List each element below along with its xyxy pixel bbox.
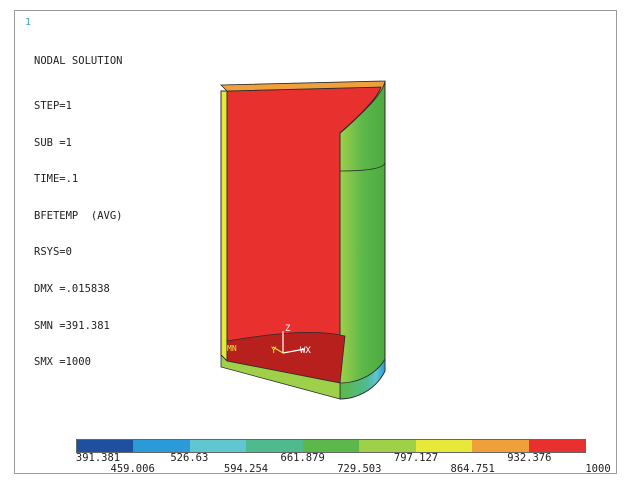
info-rsys: RSYS=0 [34, 246, 72, 259]
legend-swatch [528, 440, 585, 452]
info-smx: SMX =1000 [34, 356, 91, 369]
outer-shell-surface [339, 80, 386, 400]
info-item: BFETEMP (AVG) [34, 209, 123, 222]
legend-swatch [133, 440, 190, 452]
legend-tick-bottom: 1000 [585, 463, 611, 475]
legend-tick-bottom: 594.254 [223, 463, 269, 475]
legend-tick-top: 391.381 [75, 452, 121, 464]
legend-swatch [246, 440, 303, 452]
info-sub: SUB =1 [34, 136, 72, 149]
section-wall-left [220, 90, 228, 363]
triad-y-label: Y [271, 346, 277, 356]
legend-swatch [302, 440, 360, 452]
legend-swatch [189, 440, 247, 452]
contour-model-view[interactable]: Z Y WX MN [15, 11, 616, 473]
window-number: 1 [25, 17, 32, 28]
legend-tick-top: 661.879 [280, 452, 325, 464]
legend-tick-bottom: 459.006 [110, 463, 155, 475]
legend-tick-bottom: 729.503 [337, 463, 382, 475]
graphics-window[interactable]: 1 NODAL SOLUTION STEP=1 SUB =1 TIME=.1 B… [14, 10, 617, 475]
coordinate-triad: Z Y WX MN [227, 324, 311, 356]
inner-floor [226, 331, 346, 384]
legend-swatch [472, 440, 529, 452]
legend-swatch [77, 440, 134, 452]
base-section-edge [220, 354, 341, 400]
outer-shell-base-band [339, 357, 386, 400]
shell-ring-line [339, 162, 386, 172]
triad-z-label: Z [285, 324, 291, 334]
solution-info-panel: NODAL SOLUTION STEP=1 SUB =1 TIME=.1 BFE… [34, 31, 123, 393]
info-dmx: DMX =.015838 [34, 283, 110, 296]
section-cut-ring [220, 80, 386, 134]
info-time: TIME=.1 [34, 173, 79, 186]
mn-marker-label: MN [227, 344, 237, 353]
plot-title: NODAL SOLUTION [34, 55, 123, 68]
info-step: STEP=1 [34, 100, 72, 113]
triad-wx-label: WX [300, 346, 311, 356]
legend-swatch [415, 440, 473, 452]
info-smn: SMN =391.381 [34, 319, 110, 332]
legend-tick-bottom: 864.751 [450, 463, 495, 475]
contour-color-legend [76, 439, 586, 453]
legend-tick-top: 797.127 [393, 452, 439, 464]
legend-tick-top: 932.376 [507, 452, 552, 464]
legend-tick-top: 526.63 [170, 452, 209, 464]
legend-swatch [359, 440, 416, 452]
